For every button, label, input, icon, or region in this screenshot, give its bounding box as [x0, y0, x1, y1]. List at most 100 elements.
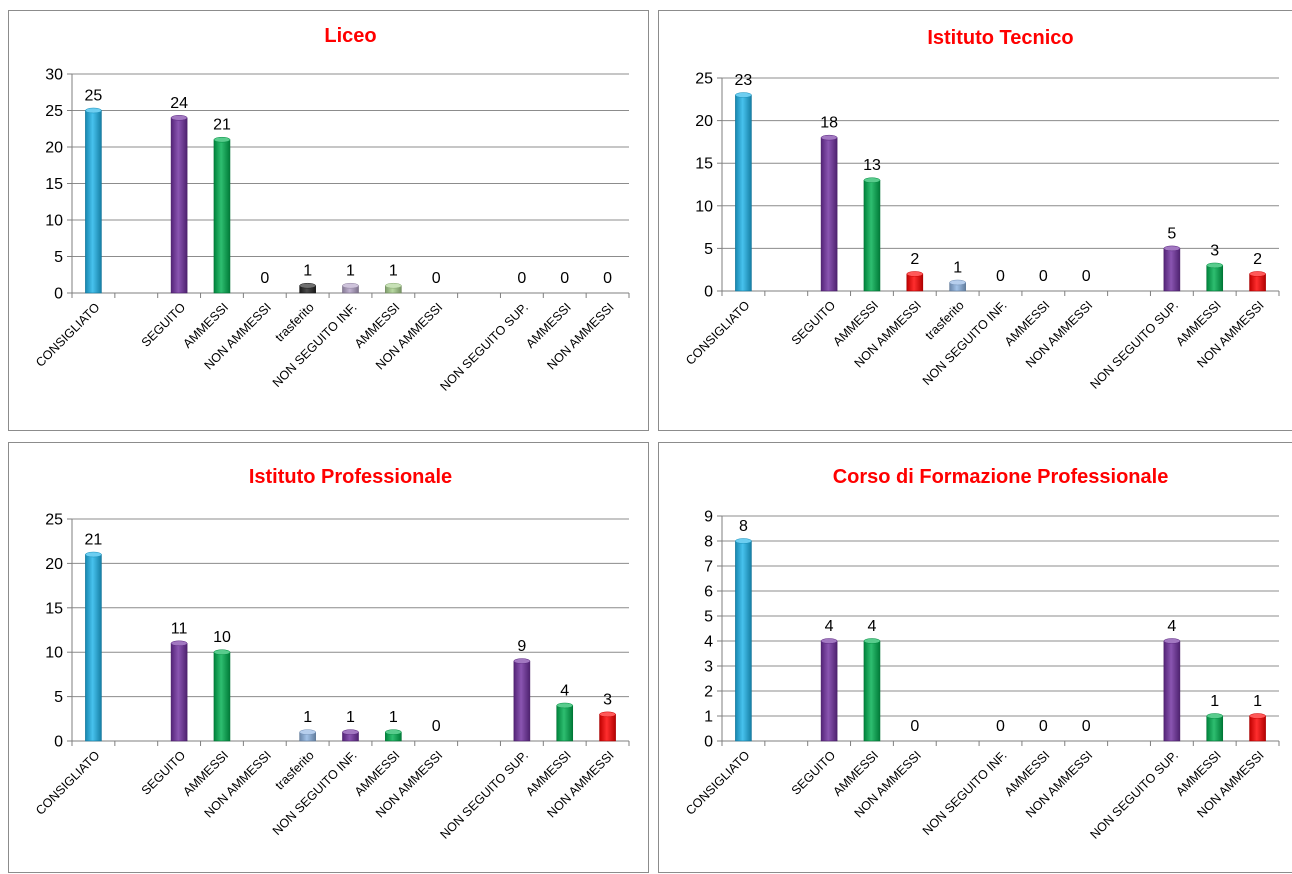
data-label: 0 — [996, 718, 1005, 735]
bar — [170, 115, 188, 294]
data-label: 0 — [560, 270, 569, 287]
data-label: 0 — [517, 270, 526, 287]
bar — [1163, 245, 1181, 292]
y-tick-label: 10 — [45, 645, 63, 662]
category-label: CONSIGLIATO — [683, 748, 753, 818]
category-label: NON SEGUITO SUP. — [1087, 298, 1181, 392]
bar — [385, 729, 402, 742]
y-tick-label: 25 — [45, 512, 63, 529]
bar — [863, 638, 881, 742]
data-label: 0 — [603, 270, 612, 287]
data-label: 0 — [260, 270, 269, 287]
data-label: 1 — [1210, 693, 1219, 710]
y-tick-label: 0 — [54, 286, 63, 303]
bar — [342, 729, 359, 742]
chart-svg: Liceo05101520253025CONSIGLIATO24SEGUITO2… — [33, 25, 630, 394]
y-tick-label: 4 — [704, 634, 713, 651]
data-label: 11 — [171, 620, 188, 637]
data-label: 1 — [389, 263, 398, 280]
data-label: 0 — [432, 718, 441, 735]
data-label: 1 — [1253, 693, 1262, 710]
bar — [1249, 713, 1266, 742]
category-label: trasferito — [922, 298, 966, 342]
bar — [820, 638, 838, 742]
chart-panel-liceo: Liceo 0 5 10 15 20 25 30 25 CONSIGLIATO 24 SEGUITO 2… — [8, 10, 649, 431]
chart-panel-istituto-professionale: Istituto Professionale 0 5 10 15 20 25 21 CONSIG… — [8, 442, 649, 873]
data-label: 10 — [213, 629, 231, 646]
bar — [85, 107, 102, 294]
category-label: CONSIGLIATO — [33, 748, 103, 818]
y-tick-label: 8 — [704, 534, 713, 551]
y-tick-label: 10 — [695, 198, 713, 215]
y-tick-label: 0 — [704, 734, 713, 751]
data-label: 1 — [953, 259, 962, 276]
chart-panel-corso-formazione: Corso di Formazione Professionale 0 1 2 3 4 5 6… — [658, 442, 1292, 873]
bar — [735, 92, 752, 292]
category-label: NON SEGUITO INF. — [920, 748, 1010, 838]
bar — [513, 658, 531, 742]
y-tick-label: 7 — [704, 559, 713, 576]
y-tick-label: 20 — [45, 140, 63, 157]
data-label: 1 — [346, 709, 355, 726]
y-tick-label: 2 — [704, 684, 713, 701]
data-label: 2 — [1253, 251, 1262, 268]
y-tick-label: 6 — [704, 584, 713, 601]
bar — [170, 640, 188, 742]
chart-title: Liceo — [324, 25, 376, 47]
bar — [820, 134, 838, 292]
data-label: 18 — [820, 115, 838, 132]
category-label: NON SEGUITO INF. — [270, 300, 360, 390]
y-tick-label: 25 — [695, 71, 713, 88]
data-label: 4 — [1167, 618, 1176, 635]
data-label: 0 — [996, 268, 1005, 285]
data-label: 8 — [739, 518, 748, 535]
y-tick-label: 5 — [54, 249, 63, 266]
data-label: 21 — [85, 532, 103, 549]
chart-title: Istituto Tecnico — [927, 27, 1073, 49]
bar — [735, 538, 752, 742]
category-label: trasferito — [272, 748, 316, 792]
data-label: 24 — [170, 95, 188, 112]
bar — [1249, 271, 1266, 292]
data-label: 1 — [303, 709, 312, 726]
bar — [599, 711, 616, 742]
bar — [299, 282, 316, 294]
y-tick-label: 10 — [45, 213, 63, 230]
data-label: 4 — [560, 682, 569, 699]
y-tick-label: 20 — [45, 556, 63, 573]
data-label: 0 — [910, 718, 919, 735]
y-tick-label: 20 — [695, 113, 713, 130]
data-label: 0 — [1082, 718, 1091, 735]
bar — [342, 282, 359, 294]
category-label: NON SEGUITO SUP. — [437, 300, 531, 394]
bar — [556, 702, 574, 742]
category-label: CONSIGLIATO — [683, 298, 753, 368]
chart-title: Corso di Formazione Professionale — [833, 466, 1169, 488]
category-label: NON SEGUITO INF. — [920, 298, 1010, 388]
data-label: 9 — [517, 638, 526, 655]
y-tick-label: 15 — [45, 176, 63, 193]
y-tick-label: 30 — [45, 67, 63, 84]
y-tick-label: 15 — [695, 156, 713, 173]
chart-title: Istituto Professionale — [249, 466, 452, 488]
y-tick-label: 9 — [704, 509, 713, 526]
chart-panel-istituto-tecnico: Istituto Tecnico 0 5 10 15 20 25 23 CONSIGLIATO 1… — [658, 10, 1292, 431]
data-label: 3 — [603, 691, 612, 708]
bar — [85, 551, 102, 742]
bar — [213, 136, 231, 294]
bar — [385, 282, 402, 294]
data-label: 1 — [389, 709, 398, 726]
y-tick-label: 15 — [45, 600, 63, 617]
category-label: trasferito — [272, 300, 316, 344]
data-label: 3 — [1210, 242, 1219, 259]
bar — [299, 729, 316, 742]
y-tick-label: 25 — [45, 103, 63, 120]
data-label: 0 — [1039, 718, 1048, 735]
bar — [1206, 713, 1224, 742]
data-label: 13 — [863, 157, 881, 174]
y-tick-label: 0 — [704, 284, 713, 301]
bar — [213, 649, 231, 742]
bar — [949, 279, 966, 292]
bar — [906, 271, 924, 292]
data-label: 4 — [868, 618, 877, 635]
